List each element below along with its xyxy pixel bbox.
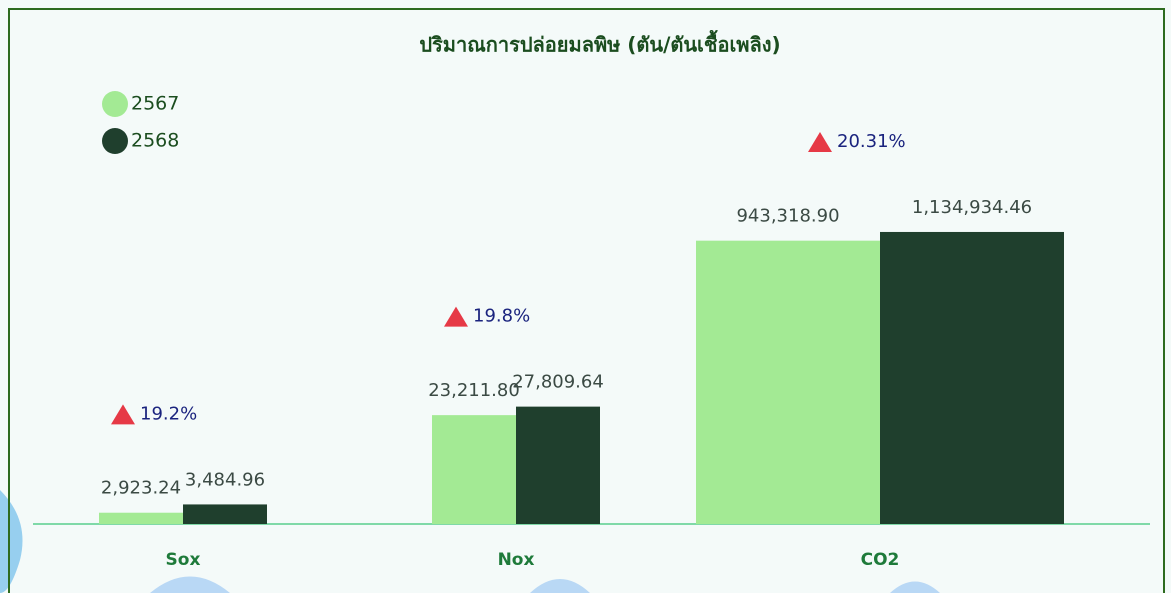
bar	[696, 240, 880, 524]
x-tick-label: CO2	[861, 550, 900, 570]
decoration	[890, 581, 940, 593]
legend-label: 2567	[131, 93, 179, 115]
value-label: 1,134,934.46	[912, 197, 1032, 218]
change-label: 19.8%	[473, 306, 530, 327]
decoration	[150, 576, 230, 593]
frame	[8, 8, 1165, 593]
legend-label: 2568	[131, 130, 179, 152]
chart-title: ปริมาณการปล่อยมลพิษ (ตัน/ตันเชื้อเพลิง)	[419, 30, 780, 57]
value-label: 943,318.90	[736, 206, 839, 227]
value-label: 3,484.96	[185, 469, 265, 490]
bar	[183, 504, 267, 524]
change-label: 20.31%	[837, 131, 906, 152]
decoration	[0, 490, 23, 593]
bar	[99, 512, 183, 524]
bar	[516, 406, 600, 524]
x-tick-label: Sox	[166, 550, 201, 570]
change-icon	[808, 131, 832, 152]
bar	[432, 415, 516, 524]
change-label: 19.2%	[140, 403, 197, 424]
value-label: 2,923.24	[101, 478, 181, 499]
legend-swatch	[102, 128, 128, 154]
change-icon	[444, 306, 468, 327]
change-icon	[111, 404, 135, 425]
bar	[880, 231, 1064, 524]
legend-swatch	[102, 91, 128, 117]
value-label: 23,211.80	[428, 380, 520, 401]
value-label: 27,809.64	[512, 372, 604, 393]
x-tick-label: Nox	[498, 550, 535, 570]
decoration	[530, 579, 590, 593]
